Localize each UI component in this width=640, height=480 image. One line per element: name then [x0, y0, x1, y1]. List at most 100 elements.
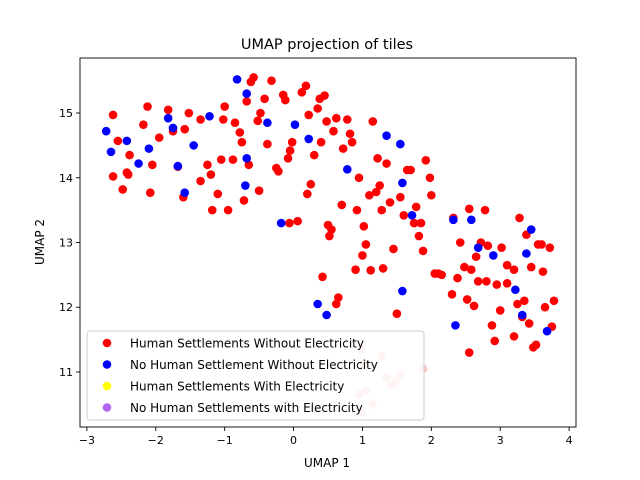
data-point-series-1	[502, 260, 512, 270]
data-point-series-1	[487, 321, 497, 330]
x-tick-label: −3	[79, 434, 95, 447]
data-point-series-1	[411, 202, 421, 212]
data-point-series-1	[196, 115, 205, 124]
data-point-series-1	[385, 198, 395, 207]
data-point-series-1	[125, 150, 134, 160]
data-point-series-1	[373, 154, 382, 163]
data-point-series-2	[122, 136, 132, 146]
data-point-series-2	[342, 165, 352, 174]
y-tick-label: 11	[59, 366, 73, 379]
data-point-series-1	[421, 155, 431, 165]
data-point-series-1	[538, 267, 548, 276]
data-point-series-1	[371, 187, 381, 197]
data-point-series-2	[522, 249, 531, 258]
data-point-series-2	[180, 188, 190, 197]
x-tick-label: 1	[359, 434, 366, 447]
data-point-series-2	[189, 141, 198, 150]
data-point-series-1	[318, 272, 327, 282]
data-point-series-1	[334, 293, 343, 302]
x-tick-label: 0	[290, 434, 297, 447]
data-point-series-1	[361, 240, 371, 249]
legend-box	[86, 330, 425, 421]
data-point-series-1	[437, 270, 446, 280]
data-point-series-1	[297, 88, 307, 97]
data-point-series-1	[515, 213, 524, 223]
data-point-series-1	[123, 170, 133, 179]
data-point-series-1	[285, 218, 294, 228]
data-point-series-2	[173, 161, 183, 171]
data-point-series-1	[256, 108, 265, 118]
data-point-series-1	[469, 301, 479, 311]
data-point-series-1	[313, 104, 322, 113]
data-point-series-2	[451, 321, 460, 330]
legend-label-series-2: No Human Settlement Without Electricity	[130, 358, 378, 372]
data-point-series-2	[168, 123, 178, 133]
legend-marker-series-3	[102, 381, 112, 391]
data-point-series-2	[449, 215, 458, 225]
data-point-series-1	[351, 265, 360, 274]
data-point-series-2	[241, 181, 250, 190]
data-point-series-1	[513, 299, 522, 309]
data-point-series-2	[242, 89, 252, 98]
x-tick-label: 3	[497, 434, 504, 447]
data-point-series-2	[242, 154, 252, 163]
data-point-series-2	[517, 310, 527, 320]
data-point-series-1	[545, 243, 555, 252]
data-point-series-2	[407, 211, 417, 220]
legend-label-series-1: Human Settlements Without Electricity	[130, 337, 364, 351]
data-point-series-1	[304, 110, 314, 120]
data-point-series-1	[301, 81, 311, 91]
data-point-series-1	[531, 340, 541, 350]
data-point-series-2	[382, 131, 391, 140]
data-point-series-1	[345, 129, 355, 139]
data-point-series-2	[473, 243, 483, 252]
data-point-series-1	[396, 192, 405, 202]
data-point-series-2	[134, 159, 143, 168]
data-point-series-1	[196, 176, 205, 186]
data-point-series-1	[283, 154, 293, 163]
data-point-series-1	[242, 97, 252, 106]
data-point-series-1	[524, 319, 534, 328]
data-point-series-1	[285, 146, 295, 155]
data-point-series-1	[148, 160, 157, 170]
data-point-series-1	[368, 117, 378, 126]
data-point-series-1	[267, 76, 276, 85]
data-point-series-1	[509, 332, 519, 341]
data-point-series-1	[537, 240, 546, 249]
y-tick-label: 12	[59, 301, 73, 314]
data-point-series-1	[253, 116, 263, 126]
legend: Human Settlements Without Electricity No …	[86, 330, 425, 421]
data-point-series-1	[254, 186, 264, 196]
data-point-series-2	[263, 118, 272, 128]
data-point-series-1	[520, 296, 529, 306]
data-point-series-1	[389, 244, 398, 254]
data-point-series-1	[464, 348, 474, 357]
data-point-series-1	[509, 265, 519, 274]
data-point-series-1	[145, 188, 155, 197]
data-point-series-2	[163, 113, 173, 123]
data-point-series-1	[331, 113, 341, 123]
data-point-series-1	[327, 225, 336, 234]
y-axis-label: UMAP 2	[33, 219, 47, 265]
data-point-series-1	[218, 115, 228, 124]
y-tick-label: 14	[59, 172, 73, 185]
data-point-series-1	[460, 262, 469, 272]
data-point-series-1	[306, 179, 316, 189]
data-point-series-2	[232, 75, 242, 84]
data-point-series-1	[320, 91, 329, 100]
data-point-series-1	[365, 190, 374, 200]
y-axis-ticks: 11 12 13 14 15	[59, 107, 80, 379]
data-point-series-1	[322, 117, 331, 126]
data-point-series-1	[502, 278, 512, 288]
data-point-series-2	[106, 147, 116, 157]
data-point-series-1	[108, 172, 118, 181]
data-point-series-1	[358, 251, 367, 260]
data-point-series-1	[382, 159, 391, 168]
data-point-series-2	[101, 126, 111, 136]
data-point-series-1	[482, 277, 491, 286]
data-point-series-1	[354, 173, 364, 183]
data-point-series-1	[347, 137, 357, 147]
x-axis-ticks: −3 −2 −1 0 1 2 3 4	[79, 427, 573, 447]
data-point-series-1	[462, 295, 472, 304]
